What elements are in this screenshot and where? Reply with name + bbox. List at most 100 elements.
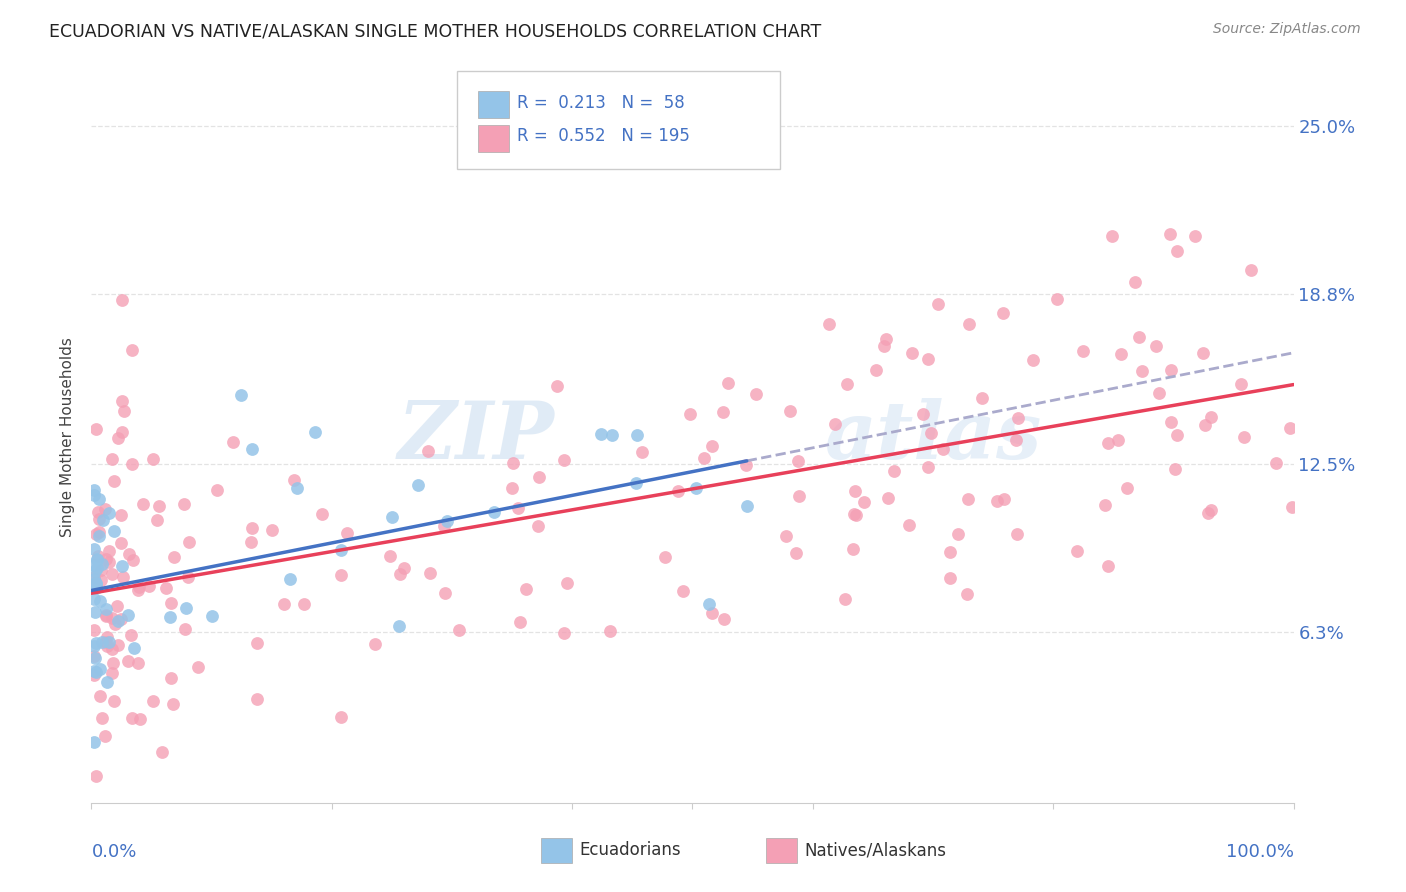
- Point: [94, 502, 117, 516]
- Point: [844, 484, 866, 499]
- Point: [124, 641, 146, 656]
- Point: [824, 417, 846, 431]
- Point: [84, 650, 107, 665]
- Point: [86, 577, 108, 591]
- Text: R =  0.552   N = 195: R = 0.552 N = 195: [517, 128, 690, 145]
- Point: [83, 591, 105, 606]
- Point: [1194, 417, 1216, 432]
- Point: [526, 519, 548, 533]
- Point: [388, 619, 411, 633]
- Point: [84, 636, 107, 650]
- Point: [956, 587, 979, 601]
- Point: [96, 675, 118, 690]
- Point: [898, 517, 921, 532]
- Point: [86, 526, 108, 541]
- Point: [877, 491, 900, 505]
- Point: [83, 570, 105, 584]
- Point: [993, 492, 1015, 507]
- Point: [330, 568, 353, 582]
- Point: [786, 454, 808, 468]
- Point: [419, 566, 441, 580]
- Point: [1229, 377, 1251, 392]
- Point: [842, 507, 865, 521]
- Point: [87, 505, 110, 519]
- Point: [292, 597, 315, 611]
- Point: [155, 582, 177, 596]
- Point: [845, 508, 868, 522]
- Point: [378, 549, 401, 563]
- Point: [89, 690, 111, 704]
- Point: [84, 575, 107, 590]
- Point: [666, 483, 689, 498]
- Point: [127, 582, 149, 597]
- Point: [745, 386, 768, 401]
- Point: [917, 352, 939, 367]
- Point: [107, 431, 129, 445]
- Point: [834, 591, 856, 606]
- Text: R =  0.213   N =  58: R = 0.213 N = 58: [517, 94, 685, 112]
- Point: [101, 656, 124, 670]
- Point: [1130, 364, 1153, 378]
- Point: [932, 442, 955, 456]
- Point: [94, 602, 117, 616]
- Point: [90, 573, 112, 587]
- Point: [128, 581, 150, 595]
- Point: [553, 453, 575, 467]
- Point: [205, 483, 228, 498]
- Point: [509, 615, 531, 629]
- Point: [434, 586, 457, 600]
- Point: [883, 464, 905, 478]
- Point: [86, 560, 108, 574]
- Text: ECUADORIAN VS NATIVE/ALASKAN SINGLE MOTHER HOUSEHOLDS CORRELATION CHART: ECUADORIAN VS NATIVE/ALASKAN SINGLE MOTH…: [49, 22, 821, 40]
- Point: [111, 425, 134, 440]
- Point: [105, 599, 128, 613]
- Point: [176, 569, 198, 583]
- Point: [392, 561, 415, 575]
- Point: [700, 439, 723, 453]
- Point: [693, 451, 716, 466]
- Point: [713, 612, 735, 626]
- Point: [101, 451, 124, 466]
- Point: [1094, 499, 1116, 513]
- Point: [84, 581, 107, 595]
- Point: [304, 425, 326, 439]
- Point: [117, 547, 139, 561]
- Point: [83, 664, 105, 678]
- Point: [697, 598, 720, 612]
- Point: [86, 422, 108, 436]
- Point: [787, 490, 810, 504]
- Point: [991, 306, 1014, 320]
- Point: [174, 600, 197, 615]
- Point: [381, 510, 404, 524]
- Point: [97, 506, 120, 520]
- Point: [283, 473, 305, 487]
- Point: [785, 546, 807, 560]
- Point: [1166, 244, 1188, 258]
- Point: [150, 745, 173, 759]
- Point: [229, 388, 252, 402]
- Point: [83, 649, 105, 664]
- Point: [87, 512, 110, 526]
- Point: [1160, 415, 1182, 429]
- Point: [94, 551, 117, 566]
- Point: [1281, 500, 1303, 514]
- Point: [96, 639, 118, 653]
- Y-axis label: Single Mother Households: Single Mother Households: [60, 337, 76, 537]
- Point: [100, 666, 122, 681]
- Point: [557, 575, 579, 590]
- Point: [1160, 362, 1182, 376]
- Point: [103, 524, 125, 538]
- Point: [94, 729, 117, 743]
- Point: [96, 608, 118, 623]
- Point: [1066, 544, 1088, 558]
- Text: Source: ZipAtlas.com: Source: ZipAtlas.com: [1213, 22, 1361, 37]
- Point: [1021, 353, 1043, 368]
- Text: 0.0%: 0.0%: [91, 843, 136, 861]
- Point: [957, 492, 980, 507]
- Point: [865, 363, 887, 377]
- Point: [591, 427, 613, 442]
- Text: atlas: atlas: [825, 399, 1042, 475]
- Point: [245, 692, 267, 706]
- Point: [735, 499, 758, 513]
- Point: [389, 567, 412, 582]
